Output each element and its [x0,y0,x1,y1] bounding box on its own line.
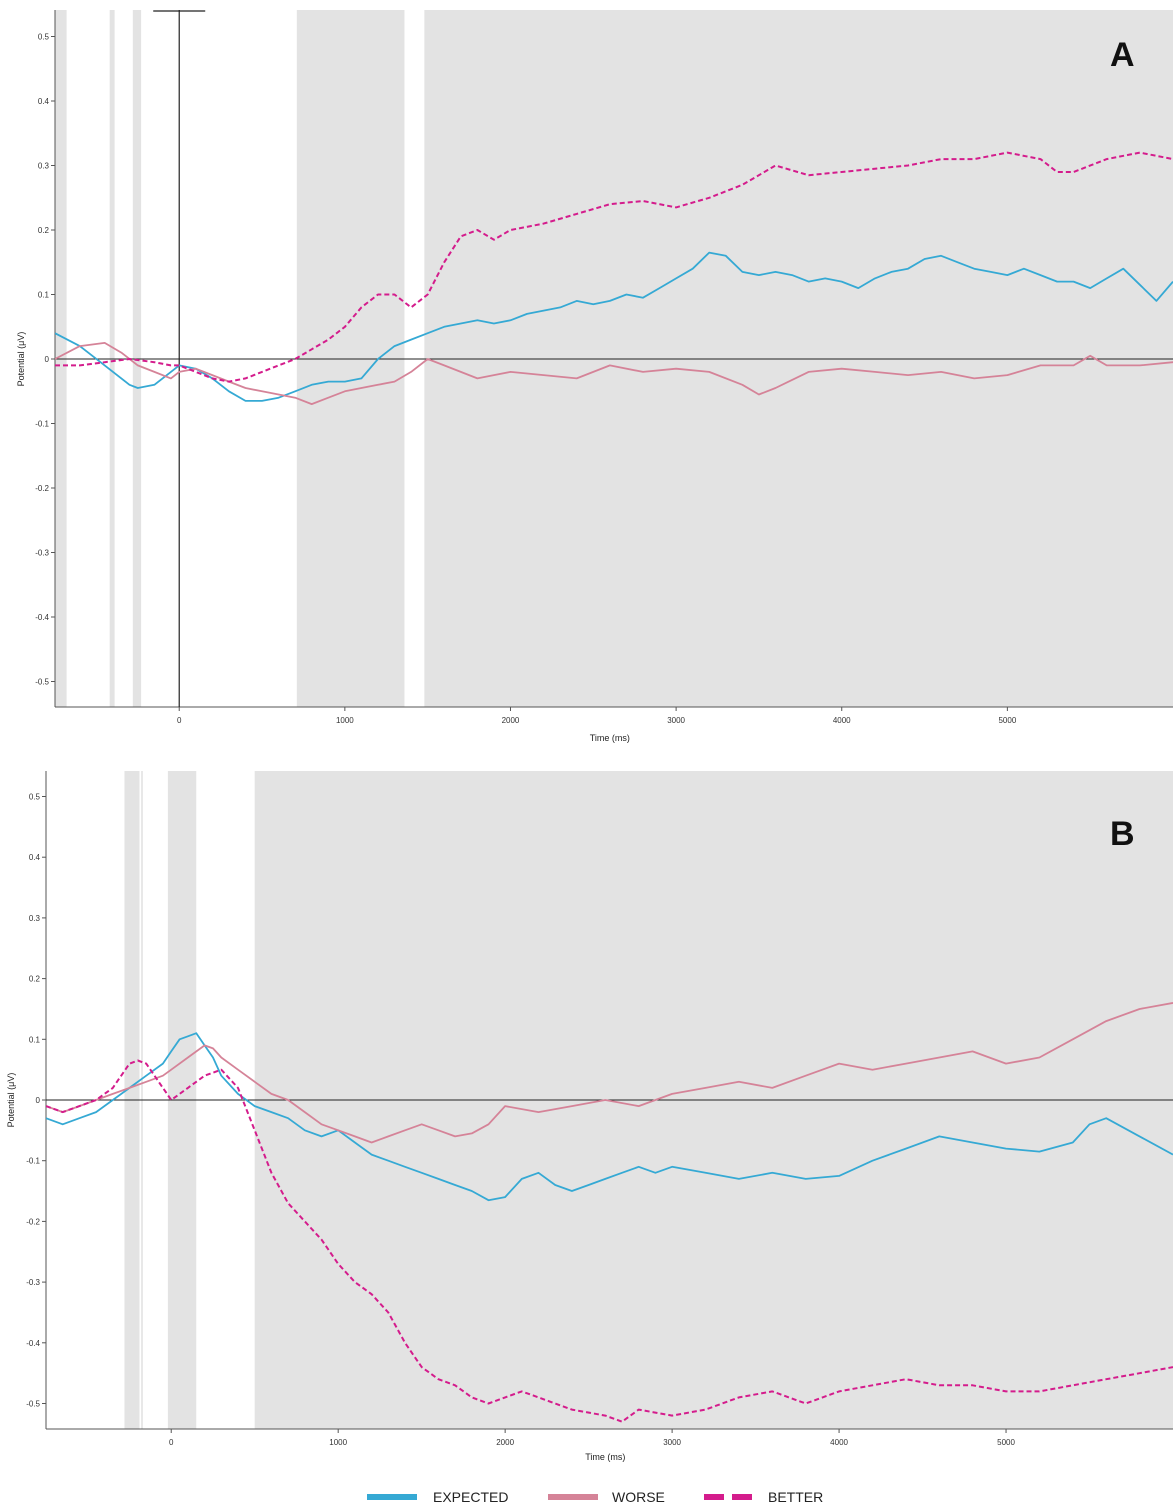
panel-a-y-tick-label: 0 [45,355,50,364]
panel-b-x-tick-label: 5000 [997,1438,1015,1447]
panel-a-y-tick-label: 0.5 [38,33,50,42]
panel-a-chart: 0.5 0.4 0.3 0.2 0.1 0 -0.1 -0.2 -0.3 -0.4 -0.5 0 100… [16,10,1173,743]
panel-a-series-expected [55,251,1173,402]
panel-b-x-tick-label: 3000 [663,1438,681,1447]
panel-a-series-worse [55,341,1173,406]
panel-b-y-axis-title: Potential (μV) [6,1073,16,1128]
panel-b-series-expected [46,1032,1173,1202]
legend-item-expected: EXPECTED [367,1489,508,1505]
panel-b-y-tick-label: -0.4 [26,1339,40,1348]
panel-a-x-tick-label: 2000 [502,716,520,725]
panel-a-y-tick-label: -0.5 [35,678,49,687]
panel-a-y-tick-label: 0.3 [38,162,50,171]
panel-a-y-tick-label: 0.1 [38,291,50,300]
panel-a-label: A [1110,36,1135,74]
panel-b-y-tick-label: 0.2 [29,975,41,984]
panel-b-x-axis-title: Time (ms) [585,1452,625,1462]
panel-a-x-tick-label: 4000 [833,716,851,725]
legend-item-worse: WORSE [548,1489,665,1505]
panel-b-x-tick-label: 0 [169,1438,174,1447]
legend: EXPECTED WORSE BETTER [367,1489,823,1505]
panel-b-x-tick-label: 4000 [830,1438,848,1447]
panel-b-y-tick-label: 0.5 [29,793,41,802]
panel-a-y-tick-label: 0.2 [38,226,50,235]
panel-b-y-tick-label: -0.1 [26,1157,40,1166]
panel-a-x-axis-title: Time (ms) [590,733,630,743]
panel-b-y-tick-label: -0.3 [26,1278,40,1287]
panel-b-x-tick-label: 1000 [329,1438,347,1447]
panel-a-x-tick-label: 5000 [998,716,1016,725]
panel-b-y-tick-label: 0.1 [29,1035,41,1044]
panel-b-series-worse [46,1002,1173,1144]
legend-label-better: BETTER [768,1489,823,1505]
panel-b-y-tick-label: 0.3 [29,914,41,923]
legend-label-expected: EXPECTED [433,1489,508,1505]
panel-b-y-tick-label: -0.2 [26,1217,40,1226]
panel-a-x-tick-label: 1000 [336,716,354,725]
panel-b-chart: 0.5 0.4 0.3 0.2 0.1 0 -0.1 -0.2 -0.3 -0.4 -0.5 0 100… [6,771,1173,1462]
panel-a-y-tick-label: -0.1 [35,420,49,429]
panel-a-y-tick-label: 0.4 [38,97,50,106]
legend-item-better: BETTER [704,1489,823,1505]
panel-b-y-tick-label: -0.5 [26,1400,40,1409]
panel-a-x-tick-label: 0 [177,716,182,725]
panel-b-label: B [1110,815,1135,853]
panel-a-y-tick-label: -0.2 [35,484,49,493]
panel-b-series-better [46,1059,1173,1423]
panel-a-x-tick-label: 3000 [667,716,685,725]
panel-b-x-tick-label: 2000 [496,1438,514,1447]
legend-label-worse: WORSE [612,1489,665,1505]
panel-a-y-axis-title: Potential (μV) [16,332,26,387]
panel-a-y-tick-label: -0.4 [35,613,49,622]
panel-b-y-tick-label: 0.4 [29,853,41,862]
panel-a-y-tick-label: -0.3 [35,549,49,558]
panel-a-series-better [55,151,1173,383]
panel-b-y-tick-label: 0 [36,1096,41,1105]
